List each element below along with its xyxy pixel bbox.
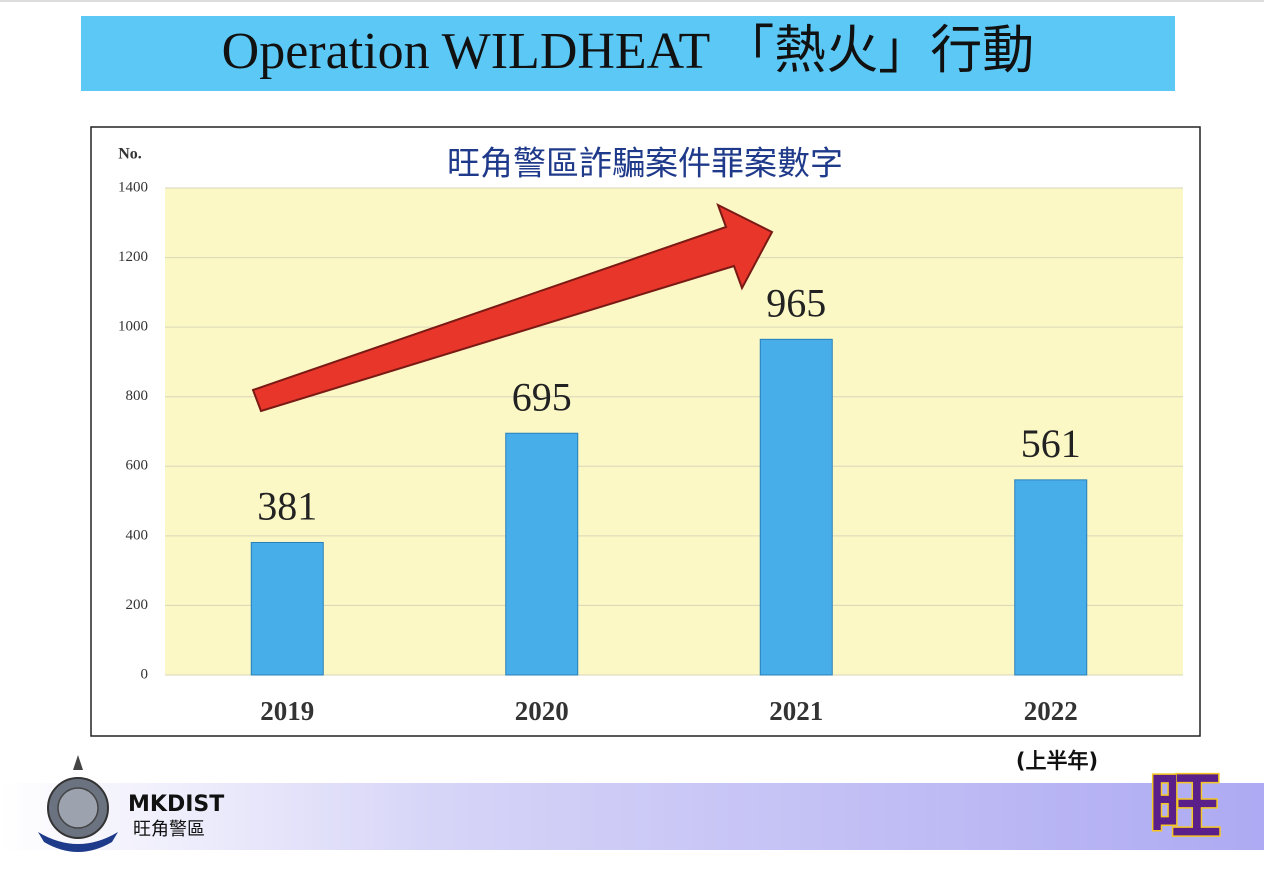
- bar: [505, 432, 579, 676]
- bars: 2019 381 2020 695 2021 965 2022 561: [250, 280, 1088, 726]
- y-tick-label: 1000: [118, 319, 148, 335]
- title-bar: [81, 16, 1175, 91]
- y-tick-label: 0: [141, 666, 149, 682]
- trend-arrow: [251, 202, 774, 413]
- police-logo: [38, 755, 118, 852]
- logo-char: 旺: [1149, 765, 1221, 849]
- grid: 0 200 400 600 800 1000 1200 1400: [118, 179, 1183, 682]
- value-label: 561: [1021, 421, 1081, 466]
- y-tick-label: 200: [126, 597, 149, 613]
- x-tick-label: 2021: [769, 696, 823, 726]
- footer-name: 旺角警區: [133, 819, 205, 840]
- footer-code: MKDIST: [128, 792, 224, 817]
- top-edge: [0, 0, 1264, 2]
- x-tick-label: 2019: [260, 696, 314, 726]
- y-tick-label: 1400: [118, 179, 148, 195]
- footer-band: [0, 783, 1264, 850]
- chart-title: 旺角警區詐騙案件罪案數字: [447, 144, 843, 183]
- value-label: 695: [512, 374, 572, 419]
- y-tick-label: 400: [126, 527, 149, 543]
- y-tick-label: 800: [126, 388, 149, 404]
- slide-title: Operation WILDHEAT 「熱火」行動: [222, 23, 1035, 80]
- x-tick-label: 2020: [515, 696, 569, 726]
- value-label: 381: [257, 484, 317, 529]
- logo-globe: [57, 787, 99, 829]
- bar: [1014, 479, 1088, 676]
- logo-ribbon: [38, 832, 118, 852]
- y-tick-label: 1200: [118, 249, 148, 265]
- bar: [759, 338, 833, 676]
- y-axis-label: No.: [118, 146, 142, 163]
- value-label: 965: [766, 280, 826, 325]
- y-tick-label: 600: [126, 458, 149, 474]
- annotation: (上半年): [1016, 749, 1098, 773]
- logo-crown: [73, 755, 83, 770]
- bar: [250, 541, 324, 676]
- x-tick-label: 2022: [1024, 696, 1078, 726]
